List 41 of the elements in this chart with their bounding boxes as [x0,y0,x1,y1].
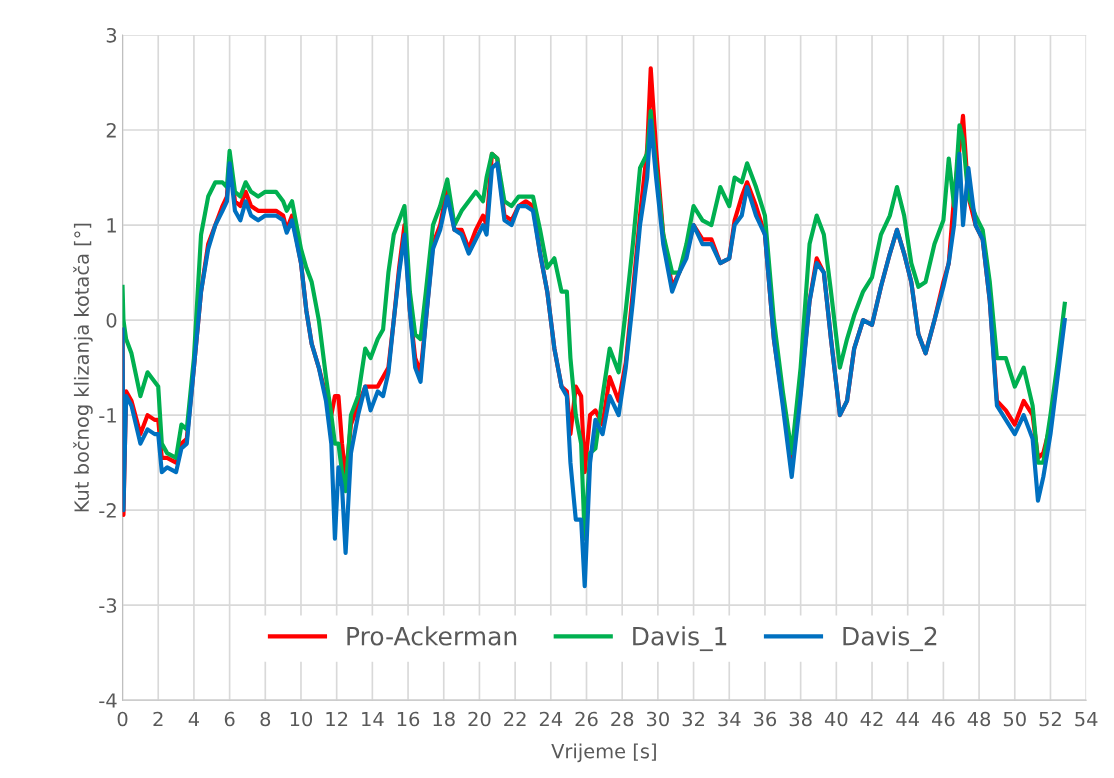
x-tick-label: 12 [326,711,348,727]
x-tick-label: 14 [362,711,384,727]
x-tick-label: 30 [646,711,669,727]
x-tick-label: 44 [896,711,919,727]
y-tick-label: -4 [99,693,117,708]
x-tick-label: 0 [117,711,128,727]
x-tick-label: 4 [188,711,200,727]
x-tick-label: 28 [611,711,634,727]
x-tick-label: 20 [468,711,491,727]
y-tick-label: 3 [106,27,117,43]
x-tick-label: 26 [575,711,598,727]
x-axis-title: Vrijeme [s] [551,743,656,763]
x-tick-label: 34 [718,711,741,727]
x-tick-label: 42 [860,711,883,727]
x-tick-label: 54 [1075,711,1098,727]
y-tick-label: -2 [99,503,116,518]
x-tick-label: 24 [539,711,563,727]
x-tick-label: 48 [967,711,991,727]
x-tick-label: 46 [931,711,955,727]
y-tick-label: -3 [99,598,117,613]
legend-label: Davis_1 [633,626,727,652]
x-tick-label: 8 [260,711,271,727]
x-tick-label: 40 [824,711,848,727]
y-tick-label: 1 [107,218,116,233]
y-tick-label: -1 [99,408,116,423]
x-tick-label: 2 [153,711,163,727]
y-tick-label: 0 [106,313,117,328]
legend-label: Pro-Ackerman [347,626,517,646]
x-tick-label: 50 [1003,711,1026,727]
y-axis-title: Kut bočnog klizanja kotača [°] [73,223,93,512]
x-tick-label: 16 [397,711,420,727]
x-tick-label: 22 [504,711,526,727]
x-tick-label: 38 [789,711,812,727]
x-tick-label: 36 [754,711,777,727]
y-tick-label: 2 [106,122,116,138]
legend-label: Davis_2 [843,626,937,652]
x-tick-label: 10 [290,711,313,727]
x-tick-label: 6 [224,711,235,727]
x-tick-label: 52 [1039,711,1061,727]
x-tick-label: 32 [682,711,704,727]
x-tick-label: 18 [433,711,455,727]
